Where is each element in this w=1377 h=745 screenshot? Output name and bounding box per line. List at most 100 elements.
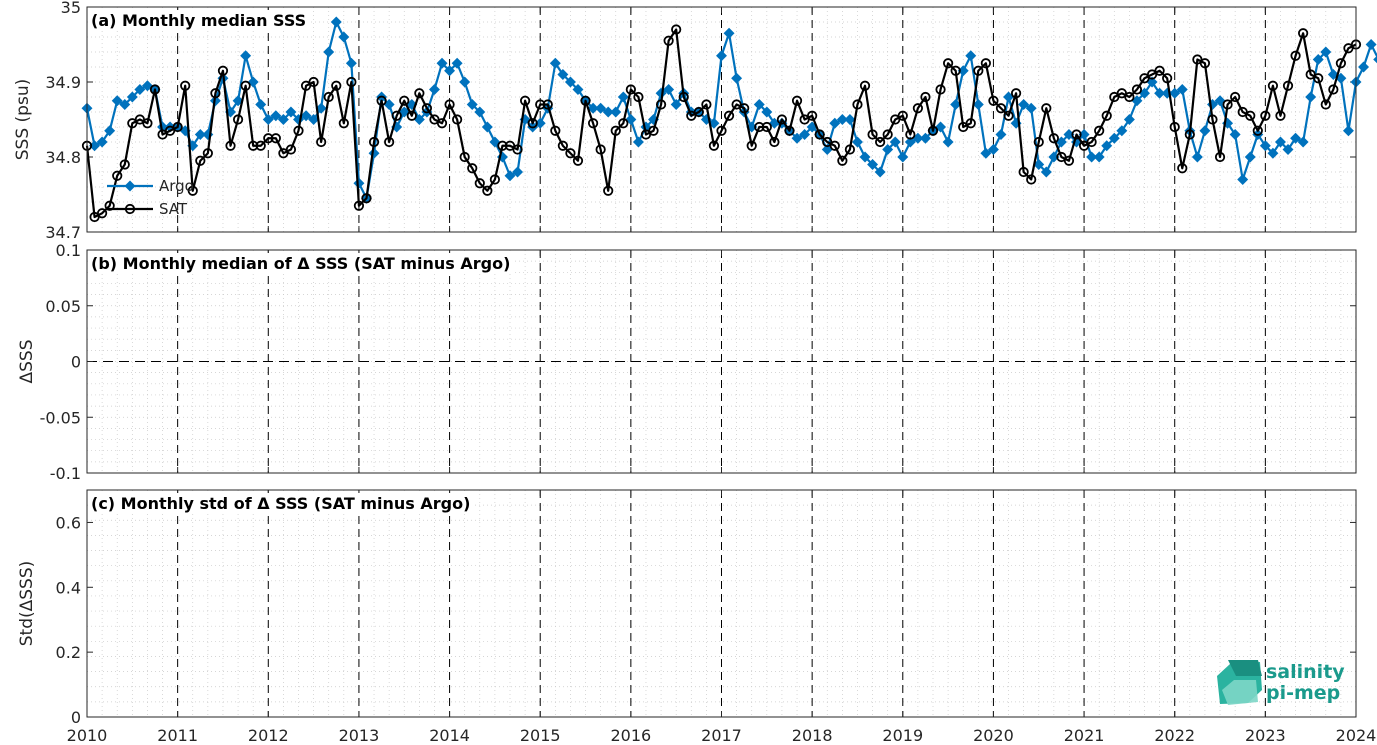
- data-point: [761, 121, 772, 133]
- data-point: [1327, 69, 1339, 80]
- data-point: [610, 106, 622, 118]
- data-point: [383, 99, 395, 110]
- data-point: [451, 57, 463, 69]
- data-point: [565, 148, 576, 159]
- logo-mark: [1222, 680, 1258, 705]
- data-point: [1320, 46, 1332, 58]
- data-point: [277, 114, 289, 125]
- x-tick-label: 2010: [67, 726, 108, 745]
- data-point: [1297, 136, 1309, 148]
- data-point: [195, 155, 206, 166]
- data-point: [980, 58, 991, 69]
- data-point: [776, 114, 788, 125]
- data-point: [821, 144, 833, 155]
- data-point: [1131, 84, 1143, 95]
- data-point: [897, 151, 909, 163]
- panel-title-background: [89, 493, 473, 514]
- data-point: [791, 95, 803, 106]
- data-point: [1018, 99, 1030, 110]
- data-point: [603, 185, 614, 196]
- data-point: [270, 133, 281, 144]
- data-point: [1177, 163, 1188, 174]
- data-point: [111, 95, 123, 107]
- data-point: [406, 110, 417, 121]
- y-tick-label: 0.4: [56, 578, 81, 597]
- data-point: [746, 140, 757, 151]
- data-point: [1328, 84, 1339, 95]
- data-point: [859, 151, 871, 163]
- data-point: [1274, 136, 1286, 148]
- data-point: [119, 159, 130, 170]
- data-point: [1184, 129, 1195, 140]
- data-point: [708, 117, 720, 129]
- data-point: [1162, 73, 1173, 84]
- data-point: [557, 69, 569, 80]
- data-point: [610, 125, 621, 136]
- data-point: [1040, 166, 1052, 178]
- data-point: [693, 106, 704, 118]
- data-point: [852, 99, 863, 110]
- y-tick-label: 34.8: [45, 148, 81, 167]
- data-point: [1146, 76, 1158, 88]
- data-point: [316, 136, 327, 148]
- data-point: [217, 65, 229, 76]
- x-tick-label: 2014: [429, 726, 470, 745]
- data-point: [346, 76, 357, 88]
- data-point: [723, 110, 735, 121]
- data-point: [1252, 125, 1263, 136]
- series-line: [85, 28, 1357, 219]
- data-point: [399, 95, 410, 106]
- data-point: [617, 91, 629, 103]
- data-point: [814, 129, 825, 140]
- data-point: [1313, 73, 1324, 84]
- x-tick-label: 2012: [248, 726, 289, 745]
- data-point: [950, 99, 962, 110]
- data-point: [965, 50, 977, 62]
- data-point: [905, 129, 916, 140]
- data-point: [315, 102, 327, 114]
- data-point: [459, 76, 471, 88]
- data-point: [489, 174, 500, 185]
- data-point: [96, 136, 108, 148]
- data-point: [512, 166, 524, 178]
- x-tick-label: 2024: [1336, 726, 1377, 745]
- data-point: [1018, 166, 1029, 178]
- data-point: [1108, 132, 1120, 144]
- data-point: [595, 102, 607, 114]
- data-point: [504, 170, 516, 182]
- data-point: [950, 65, 961, 76]
- data-point: [210, 88, 221, 99]
- data-point: [655, 99, 667, 110]
- data-point: [920, 91, 931, 103]
- data-point: [912, 132, 924, 144]
- y-tick-label: 0.6: [56, 513, 81, 532]
- data-point: [384, 136, 395, 148]
- data-point: [413, 114, 425, 125]
- data-point: [452, 114, 463, 125]
- data-point: [1169, 87, 1181, 99]
- data-point: [897, 110, 908, 121]
- y-axis-label: SSS (psu): [13, 79, 33, 160]
- data-point: [414, 88, 425, 99]
- data-point: [436, 57, 448, 69]
- data-point: [784, 125, 795, 136]
- data-point: [799, 129, 811, 140]
- data-point: [550, 125, 561, 136]
- data-point: [1282, 80, 1294, 91]
- panel-b: -0.1 -0.05 0 0.05 0.1 (b) Monthly median of Δ…: [17, 241, 1357, 483]
- data-point: [1025, 102, 1037, 114]
- plot-area: [87, 490, 1356, 717]
- data-point: [1320, 99, 1331, 110]
- x-tick-label: 2023: [1245, 726, 1286, 745]
- data-point: [844, 144, 856, 155]
- data-point: [875, 136, 886, 148]
- data-point: [444, 65, 456, 77]
- data-point: [459, 151, 470, 163]
- data-point: [633, 91, 644, 103]
- data-point: [368, 136, 380, 148]
- data-point: [376, 95, 387, 106]
- data-point: [927, 125, 939, 136]
- data-point: [1093, 151, 1105, 163]
- logo-text-line1: salinity: [1266, 661, 1345, 683]
- data-point: [549, 57, 561, 69]
